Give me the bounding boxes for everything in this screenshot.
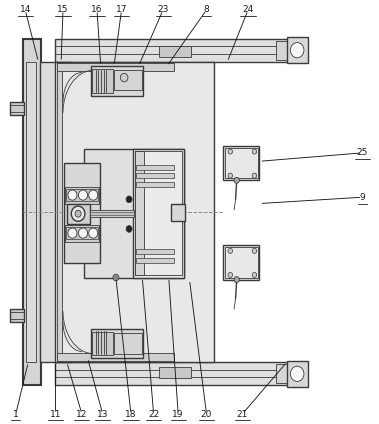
Circle shape [252, 173, 257, 178]
Text: 8: 8 [204, 6, 209, 14]
Circle shape [252, 149, 257, 154]
Bar [136, 165, 174, 170]
Circle shape [71, 206, 85, 221]
Bar [56, 63, 62, 361]
Circle shape [121, 73, 128, 82]
Bar [66, 189, 98, 201]
Bar [65, 225, 99, 242]
Circle shape [68, 228, 77, 238]
Bar [136, 173, 174, 178]
Circle shape [228, 248, 233, 254]
Bar [287, 361, 308, 387]
Text: 17: 17 [116, 6, 127, 14]
Circle shape [78, 190, 88, 200]
Bar [225, 247, 258, 277]
Circle shape [89, 228, 98, 238]
Bar [27, 62, 36, 362]
Bar [136, 181, 174, 187]
Bar [23, 39, 41, 385]
Text: 21: 21 [236, 410, 248, 418]
Circle shape [89, 190, 98, 200]
Bar [67, 204, 90, 224]
Bar [135, 151, 144, 276]
Bar [56, 353, 174, 361]
Bar [40, 62, 70, 362]
Circle shape [126, 226, 132, 232]
Text: 20: 20 [201, 410, 212, 418]
Bar [10, 309, 25, 322]
Text: 13: 13 [97, 410, 108, 418]
Circle shape [290, 42, 304, 58]
Text: 14: 14 [20, 6, 31, 14]
Bar [65, 187, 99, 204]
Bar [133, 148, 184, 277]
Bar [114, 70, 141, 90]
Bar [92, 332, 113, 355]
Circle shape [252, 273, 257, 277]
Bar [136, 258, 174, 263]
Bar [55, 362, 290, 385]
Circle shape [228, 149, 233, 154]
Bar [10, 102, 25, 115]
Circle shape [113, 274, 119, 281]
Bar [136, 249, 174, 254]
Circle shape [78, 228, 88, 238]
Bar [159, 46, 191, 57]
Circle shape [75, 210, 81, 217]
Circle shape [234, 177, 240, 183]
Bar [114, 333, 141, 354]
Bar [64, 163, 100, 263]
Bar [224, 245, 259, 279]
Text: 11: 11 [50, 410, 61, 418]
Bar [287, 37, 308, 63]
Bar [56, 63, 174, 71]
Text: 12: 12 [76, 410, 88, 418]
Text: 23: 23 [157, 6, 169, 14]
Text: 24: 24 [243, 6, 254, 14]
Bar [90, 210, 134, 217]
Text: 9: 9 [360, 193, 365, 202]
Bar [276, 41, 299, 60]
Text: 1: 1 [13, 410, 19, 418]
Bar [171, 204, 185, 221]
Circle shape [228, 173, 233, 178]
Bar [55, 39, 290, 62]
Bar [159, 367, 191, 378]
Text: 15: 15 [57, 6, 69, 14]
Text: 18: 18 [125, 410, 137, 418]
Bar [91, 329, 143, 358]
Bar [225, 148, 258, 178]
Circle shape [234, 276, 240, 282]
Text: 22: 22 [148, 410, 159, 418]
Bar [66, 227, 98, 240]
Circle shape [290, 366, 304, 382]
Circle shape [252, 248, 257, 254]
Text: 16: 16 [91, 6, 103, 14]
Bar [84, 148, 184, 277]
Text: 19: 19 [172, 410, 184, 418]
Bar [91, 66, 143, 96]
Bar [90, 212, 134, 215]
Bar [224, 146, 259, 180]
Circle shape [68, 190, 77, 200]
Circle shape [126, 196, 132, 203]
Bar [135, 151, 182, 276]
Text: 25: 25 [357, 148, 368, 157]
Bar [92, 69, 113, 93]
Circle shape [228, 273, 233, 277]
Bar [55, 62, 214, 362]
Bar [276, 364, 299, 383]
